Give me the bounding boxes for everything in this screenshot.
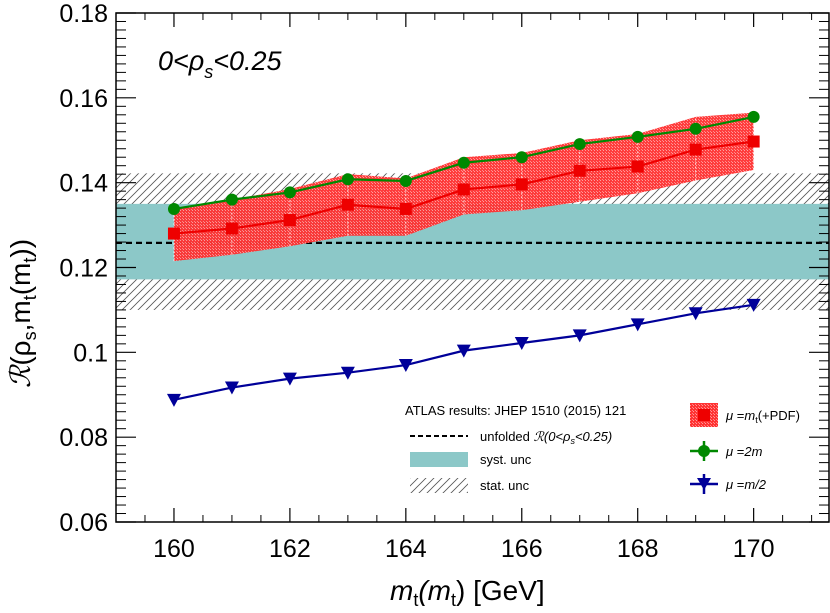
y-tick-labels: 0.06 0.08 0.1 0.12 0.14 0.16 0.18 bbox=[59, 0, 108, 537]
x-tick-label: 170 bbox=[733, 535, 775, 563]
legend-swatch-stat bbox=[410, 478, 468, 493]
data-point-triangle bbox=[282, 372, 297, 386]
data-point-triangle bbox=[166, 393, 181, 407]
data-point-triangle bbox=[456, 344, 471, 358]
x-tick-label: 164 bbox=[385, 535, 427, 563]
data-point-circle bbox=[457, 156, 470, 169]
x-tick-labels: 160 162 164 166 168 170 bbox=[153, 535, 774, 563]
x-tick-label: 166 bbox=[501, 535, 543, 563]
data-point-square bbox=[747, 135, 760, 148]
data-point-square bbox=[515, 178, 528, 191]
x-tick-label: 160 bbox=[153, 535, 195, 563]
data-point-triangle bbox=[746, 298, 761, 312]
region-label: 0<ρs<0.25 bbox=[158, 46, 283, 82]
data-point-triangle bbox=[340, 366, 355, 380]
data-point-circle bbox=[747, 110, 760, 123]
legend-label-mu-2m: μ =2m bbox=[725, 444, 763, 459]
legend-header: ATLAS results: JHEP 1510 (2015) 121 bbox=[405, 403, 626, 418]
data-point-square bbox=[283, 213, 296, 226]
data-point-square bbox=[399, 202, 412, 215]
data-point-square bbox=[457, 183, 470, 196]
data-point-circle bbox=[341, 173, 354, 186]
data-point-triangle bbox=[688, 307, 703, 321]
legend-label-mu-mt: μ =mt(+PDF) bbox=[725, 408, 800, 425]
legend-reference: ATLAS results: JHEP 1510 (2015) 121 unfo… bbox=[405, 403, 626, 493]
data-point-triangle bbox=[630, 318, 645, 332]
x-tick-label: 162 bbox=[269, 535, 311, 563]
data-point-triangle bbox=[224, 381, 239, 395]
data-point-square bbox=[225, 222, 238, 235]
x-axis-title: mt(mt) [GeV] bbox=[390, 575, 545, 610]
data-point-triangle bbox=[398, 359, 413, 373]
y-tick-label: 0.06 bbox=[59, 509, 108, 537]
y-tick-label: 0.18 bbox=[59, 0, 108, 28]
y-tick-label: 0.16 bbox=[59, 85, 108, 113]
y-tick-label: 0.12 bbox=[59, 255, 108, 283]
legend-series: μ =mt(+PDF) μ =2m μ =m/2 bbox=[690, 403, 800, 494]
legend-marker-square bbox=[698, 409, 710, 421]
data-point-square bbox=[631, 160, 644, 173]
legend-label-stat: stat. unc bbox=[480, 478, 530, 493]
data-point-circle bbox=[573, 138, 586, 151]
legend-marker-circle bbox=[698, 445, 710, 457]
data-point-circle bbox=[225, 193, 238, 206]
data-point-square bbox=[573, 164, 586, 177]
legend-marker-triangle bbox=[697, 478, 711, 490]
y-tick-label: 0.1 bbox=[73, 339, 108, 367]
data-point-circle bbox=[631, 130, 644, 143]
data-point-square bbox=[689, 143, 702, 156]
x-tick-label: 168 bbox=[617, 535, 659, 563]
data-point-square bbox=[341, 198, 354, 211]
legend-label-syst: syst. unc bbox=[480, 452, 532, 467]
data-point-circle bbox=[167, 202, 180, 215]
data-point-square bbox=[167, 227, 180, 240]
data-point-triangle bbox=[572, 329, 587, 343]
y-axis-title: ℛ(ρs,mt(mt)) bbox=[5, 239, 40, 388]
data-point-circle bbox=[283, 186, 296, 199]
data-point-circle bbox=[399, 174, 412, 187]
y-tick-label: 0.08 bbox=[59, 424, 108, 452]
legend-label-unfolded: unfolded ℛ(0<ρs<0.25) bbox=[480, 429, 612, 446]
data-point-circle bbox=[515, 151, 528, 164]
y-tick-label: 0.14 bbox=[59, 170, 108, 198]
legend-label-mu-m2: μ =m/2 bbox=[725, 477, 767, 492]
series-markers bbox=[166, 110, 761, 407]
data-point-triangle bbox=[514, 337, 529, 351]
legend-swatch-syst bbox=[410, 452, 468, 467]
axis-ticks bbox=[115, 12, 829, 523]
data-point-circle bbox=[689, 122, 702, 135]
